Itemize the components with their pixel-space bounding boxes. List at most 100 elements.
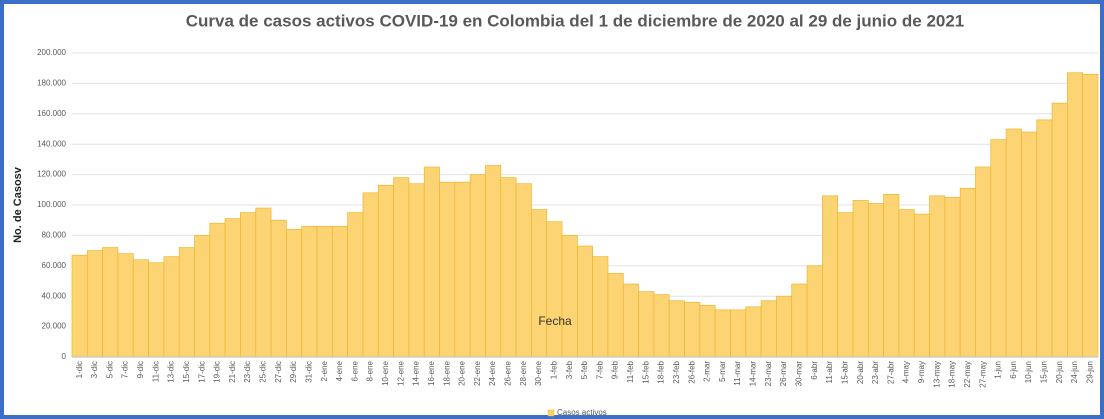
bar: [224, 218, 241, 358]
bar: [714, 309, 731, 358]
x-tick-label: 1-feb: [549, 360, 558, 379]
bar: [71, 254, 88, 358]
x-tick-label: 2-mar: [703, 361, 712, 382]
bar: [1067, 72, 1084, 358]
bar: [270, 219, 287, 358]
bar: [561, 235, 578, 358]
y-tick-label: 200.000: [37, 48, 66, 57]
bar: [576, 245, 594, 358]
bar: [668, 300, 685, 358]
x-tick-label: 6-jun: [1009, 361, 1018, 379]
x-tick-label: 24-jun: [1070, 361, 1079, 383]
bar: [515, 183, 532, 358]
bar: [959, 187, 976, 358]
chart-title: Curva de casos activos COVID-19 en Colom…: [186, 11, 965, 30]
x-tick-label: 18-feb: [657, 360, 666, 383]
x-tick-label: 13-may: [932, 361, 941, 388]
x-tick-label: 23-abr: [871, 361, 880, 384]
x-tick-label: 11-mar: [733, 361, 742, 386]
legend-label: Casos activos: [557, 408, 607, 417]
bar: [286, 228, 303, 358]
bar: [975, 166, 992, 358]
x-tick-label: 30-mar: [794, 361, 803, 387]
bar: [699, 304, 716, 358]
y-tick-label: 140.000: [37, 139, 66, 148]
x-tick-label: 9-may: [917, 361, 926, 383]
bar: [209, 222, 226, 358]
bar: [622, 283, 639, 358]
legend-swatch: [547, 409, 555, 417]
bar: [423, 166, 440, 358]
bar: [745, 306, 762, 358]
x-tick-label: 27-dic: [274, 361, 283, 383]
x-tick-label: 20-jun: [1055, 361, 1064, 383]
x-tick-label: 22-may: [963, 361, 972, 388]
x-tick-label: 14-mar: [749, 361, 758, 387]
x-tick-label: 26-feb: [687, 360, 696, 383]
bar: [546, 221, 563, 358]
x-tick-label: 29-jun: [1085, 361, 1094, 383]
x-tick-label: 23-dic: [243, 361, 252, 383]
x-tick-label: 24-ene: [488, 360, 497, 385]
y-tick-label: 160.000: [37, 109, 66, 118]
x-tick-label: 17-dic: [197, 361, 206, 383]
bar: [898, 209, 915, 358]
x-tick-label: 8-ene: [366, 360, 375, 381]
x-tick-label: 16-ene: [427, 360, 436, 385]
x-tick-label: 1-jun: [994, 361, 1003, 379]
bar: [301, 225, 318, 358]
bar: [867, 203, 884, 358]
bar: [990, 139, 1007, 358]
bar: [454, 181, 471, 358]
bar: [117, 253, 134, 358]
x-tick-label: 23-feb: [672, 360, 681, 383]
bar: [776, 295, 793, 358]
x-tick-label: 9-feb: [611, 360, 620, 379]
bar: [194, 235, 211, 358]
x-tick-label: 26-ene: [504, 360, 513, 385]
x-tick-label: 12-ene: [396, 360, 405, 385]
x-tick-label: 27-may: [978, 361, 987, 388]
y-tick-label: 80.000: [42, 231, 67, 240]
x-tick-label: 11-dic: [151, 361, 160, 382]
x-tick-label: 15-feb: [641, 360, 650, 383]
x-tick-label: 25-dic: [259, 361, 268, 383]
x-tick-label: 30-ene: [534, 360, 543, 385]
bar: [316, 225, 333, 358]
bar: [1051, 102, 1068, 358]
bar: [132, 259, 149, 358]
x-tick-label: 29-dic: [289, 361, 298, 383]
y-tick-label: 0: [62, 352, 67, 361]
bar: [806, 265, 823, 358]
bar: [148, 262, 165, 358]
bar: [791, 283, 808, 358]
bar: [837, 212, 854, 358]
bar: [178, 247, 195, 358]
bar: [929, 195, 946, 358]
x-tick-label: 10-ene: [381, 360, 390, 385]
x-tick-label: 27-abr: [886, 361, 895, 384]
bar: [592, 256, 609, 358]
bar: [393, 177, 410, 358]
bar: [240, 212, 257, 358]
bar: [1082, 73, 1099, 358]
x-axis-title: Fecha: [538, 314, 572, 328]
x-tick-label: 11-abr: [825, 361, 834, 384]
x-tick-label: 31-dic: [304, 361, 313, 383]
bar: [86, 250, 103, 358]
x-tick-label: 7-feb: [595, 360, 604, 379]
bar: [1036, 119, 1053, 358]
x-tick-label: 5-dic: [105, 361, 114, 378]
y-tick-label: 120.000: [37, 170, 66, 179]
x-tick-label: 13-dic: [167, 361, 176, 383]
x-tick-label: 10-jun: [1024, 361, 1033, 383]
bar: [944, 197, 961, 358]
x-tick-label: 22-ene: [473, 360, 482, 385]
bar: [1005, 128, 1022, 358]
bar: [913, 213, 930, 358]
y-tick-label: 60.000: [42, 261, 67, 270]
bar: [638, 291, 655, 358]
bar: [500, 177, 517, 358]
x-tick-label: 3-dic: [90, 361, 99, 378]
bar: [653, 294, 670, 358]
